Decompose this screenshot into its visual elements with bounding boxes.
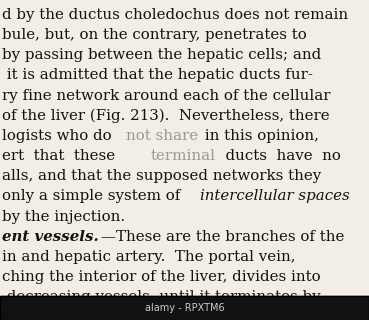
Text: ching the interior of the liver, divides into: ching the interior of the liver, divides… [2, 270, 320, 284]
Text: ducts  have  no: ducts have no [216, 149, 341, 163]
FancyBboxPatch shape [0, 296, 369, 310]
Text: it is admitted that the hepatic ducts fur-: it is admitted that the hepatic ducts fu… [2, 68, 313, 83]
Text: decreasing vessels, until it terminates by: decreasing vessels, until it terminates … [2, 290, 320, 304]
Text: only a simple system of: only a simple system of [2, 189, 185, 204]
Text: ent vessels.: ent vessels. [2, 230, 99, 244]
Text: not share: not share [125, 129, 198, 143]
Text: by the injection.: by the injection. [2, 210, 125, 224]
Text: d by the ductus choledochus does not remain: d by the ductus choledochus does not rem… [2, 8, 348, 22]
FancyBboxPatch shape [0, 296, 369, 320]
Text: —These are the branches of the: —These are the branches of the [101, 230, 344, 244]
Text: alamy - RPXTM6: alamy - RPXTM6 [145, 303, 224, 313]
Text: ert  that  these: ert that these [2, 149, 124, 163]
Text: of the liver (Fig. 213).  Nevertheless, there: of the liver (Fig. 213). Nevertheless, t… [2, 109, 330, 123]
Text: in this opinion,: in this opinion, [200, 129, 319, 143]
Text: by passing between the hepatic cells; and: by passing between the hepatic cells; an… [2, 48, 321, 62]
Text: in and hepatic artery.  The portal vein,: in and hepatic artery. The portal vein, [2, 250, 300, 264]
Text: bule, but, on the contrary, penetrates to: bule, but, on the contrary, penetrates t… [2, 28, 307, 42]
Text: intercellular spaces: intercellular spaces [200, 189, 349, 204]
Text: alls, and that the supposed networks they: alls, and that the supposed networks the… [2, 169, 321, 183]
Text: terminal: terminal [150, 149, 215, 163]
Text: logists who do: logists who do [2, 129, 116, 143]
Text: ry fine network around each of the cellular: ry fine network around each of the cellu… [2, 89, 330, 103]
